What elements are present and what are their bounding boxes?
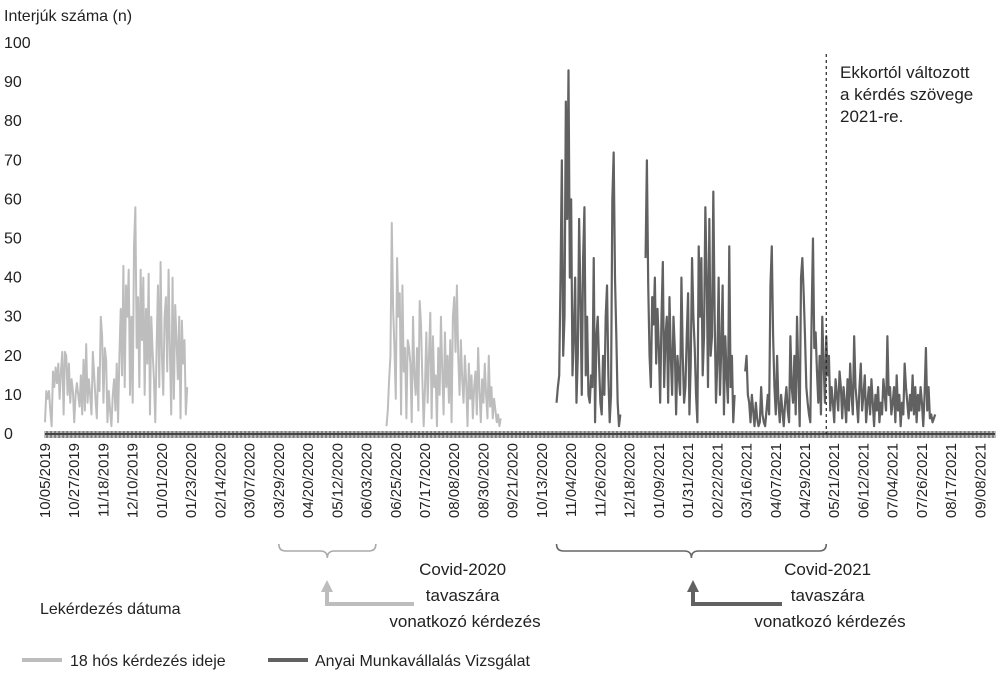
x-tick-label: 06/03/2020 — [359, 443, 376, 518]
x-tick-label: 07/26/2021 — [914, 443, 931, 518]
x-tick-label: 10/13/2020 — [534, 443, 551, 518]
x-tick-label: 05/12/2020 — [329, 443, 346, 518]
x-tick-label: 01/09/2021 — [651, 443, 668, 518]
covid-2021-line-1: Covid-2021 — [784, 560, 871, 579]
x-tick-label: 09/21/2020 — [505, 443, 522, 518]
question-change-line-2: a kérdés szövege — [840, 85, 973, 104]
covid-2021-text: Covid-2021 tavaszára vonatkozó kérdezés — [754, 560, 905, 631]
y-tick-label: 90 — [4, 74, 22, 91]
series-anyai-line-segment-3 — [744, 237, 937, 428]
covid-2021-arrow — [691, 590, 782, 606]
x-tick-label: 11/18/2019 — [95, 443, 112, 517]
y-tick-label: 30 — [4, 309, 22, 326]
x-tick-label: 07/17/2020 — [417, 443, 434, 518]
covid-2020-line-2: tavaszára — [426, 586, 500, 605]
series-lines — [44, 69, 937, 428]
y-tick-label: 60 — [4, 191, 22, 208]
legend: 18 hós kérdezés ideje Anyai Munkavállalá… — [22, 653, 530, 670]
x-tick-label: 10/27/2019 — [66, 443, 83, 518]
y-tick-label: 70 — [4, 152, 22, 169]
covid-2021-arrowhead — [687, 580, 699, 592]
y-tick-label: 80 — [4, 113, 22, 130]
x-tick-label: 03/07/2020 — [242, 443, 259, 518]
y-tick-label: 20 — [4, 348, 22, 365]
question-change-line-1: Ekkortól változott — [840, 63, 970, 82]
covid-2020-annotation: Covid-2020 tavaszára vonatkozó kérdezés — [321, 560, 541, 631]
x-tick-labels: 10/05/2019 10/27/2019 11/18/2019 12/10/2019… — [37, 443, 989, 518]
y-tick-label: 0 — [4, 426, 13, 443]
x-tick-label: 12/10/2019 — [125, 443, 142, 518]
y-tick-label: 50 — [4, 231, 22, 248]
x-tick-label: 02/22/2021 — [709, 443, 726, 518]
question-change-line-3: 2021-re. — [840, 107, 903, 126]
covid-2021-line-2: tavaszára — [791, 586, 865, 605]
y-tick-labels: 0 10 20 30 40 50 60 70 80 90 100 — [4, 35, 31, 443]
x-axis-minor-ticks — [44, 431, 996, 438]
covid-2020-line-1: Covid-2020 — [419, 560, 506, 579]
x-tick-label: 01/01/2020 — [154, 443, 171, 518]
x-tick-label: 09/08/2021 — [972, 443, 989, 518]
x-tick-label: 10/05/2019 — [37, 443, 54, 518]
x-tick-label: 04/29/2021 — [797, 443, 814, 518]
covid-2020-text: Covid-2020 tavaszára vonatkozó kérdezés — [389, 560, 540, 631]
x-tick-label: 04/07/2021 — [768, 443, 785, 518]
question-change-text: Ekkortól változott a kérdés szövege 2021… — [840, 63, 978, 126]
x-tick-label: 08/30/2020 — [475, 443, 492, 518]
x-tick-label: 03/16/2021 — [739, 443, 756, 518]
x-tick-label: 03/29/2020 — [271, 443, 288, 518]
x-tick-label: 11/26/2020 — [592, 443, 609, 517]
x-tick-label: 04/20/2020 — [300, 443, 317, 518]
x-tick-label: 01/31/2021 — [680, 443, 697, 518]
x-tick-label: 01/23/2020 — [183, 443, 200, 518]
y-tick-label: 10 — [4, 387, 22, 404]
series-anyai-line-segment-2 — [644, 159, 736, 424]
brace-covid-2020 — [278, 543, 377, 559]
x-tick-label: 08/08/2020 — [446, 443, 463, 518]
series-18-hos-line-segment-1 — [44, 206, 189, 428]
brace-covid-2021 — [555, 543, 828, 559]
x-axis-baseline — [44, 431, 996, 438]
x-tick-label: 06/25/2020 — [388, 443, 405, 518]
covid-2020-arrowhead — [321, 580, 333, 592]
legend-label-18-hos: 18 hós kérdezés ideje — [70, 653, 226, 670]
x-tick-label: 02/14/2020 — [212, 443, 229, 518]
x-tick-label: 12/18/2020 — [622, 443, 639, 518]
covid-2021-annotation: Covid-2021 tavaszára vonatkozó kérdezés — [687, 560, 906, 631]
x-tick-label: 05/21/2021 — [826, 443, 843, 518]
y-tick-label: 100 — [4, 35, 31, 52]
y-axis-title: Interjúk száma (n) — [4, 8, 132, 25]
x-tick-label: 06/12/2021 — [855, 443, 872, 518]
x-tick-label: 07/04/2021 — [885, 443, 902, 518]
series-anyai-line-segment-1 — [555, 69, 622, 428]
covid-2021-line-3: vonatkozó kérdezés — [754, 612, 905, 631]
x-axis-title: Lekérdezés dátuma — [40, 601, 181, 618]
covid-2020-line-3: vonatkozó kérdezés — [389, 612, 540, 631]
x-tick-label: 08/17/2021 — [943, 443, 960, 518]
x-tick-label: 11/04/2020 — [563, 443, 580, 517]
legend-label-anyai: Anyai Munkavállalás Vizsgálat — [315, 653, 530, 670]
series-18-hos-line-segment-2 — [385, 221, 502, 428]
covid-2020-arrow — [325, 590, 414, 606]
y-tick-label: 40 — [4, 270, 22, 287]
